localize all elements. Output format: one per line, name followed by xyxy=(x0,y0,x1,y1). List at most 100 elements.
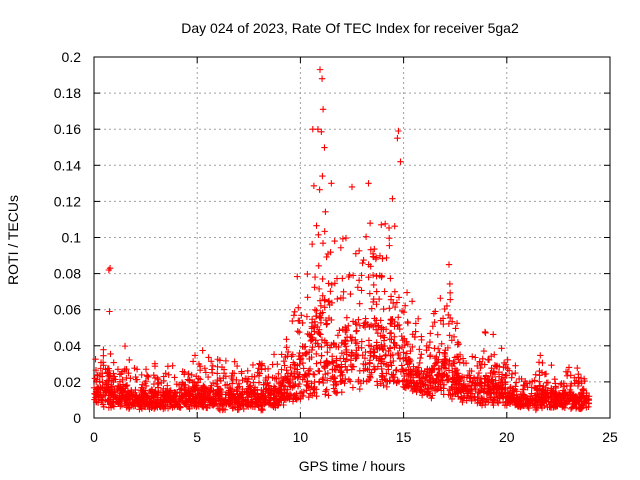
data-point xyxy=(320,379,327,387)
data-point xyxy=(215,388,223,395)
data-point xyxy=(150,380,158,388)
data-point xyxy=(249,361,257,369)
data-point xyxy=(207,358,215,365)
data-point xyxy=(490,380,497,387)
data-point xyxy=(325,298,332,305)
data-point xyxy=(525,404,532,412)
data-point xyxy=(342,358,349,365)
data-point xyxy=(177,404,184,411)
data-point xyxy=(273,399,281,407)
data-point xyxy=(438,374,446,382)
data-point xyxy=(323,253,330,261)
data-point xyxy=(525,399,533,406)
data-point xyxy=(256,370,264,377)
data-point xyxy=(381,288,388,295)
data-point xyxy=(477,364,484,372)
data-point xyxy=(204,373,212,381)
data-point xyxy=(368,305,375,312)
data-point xyxy=(222,382,229,389)
data-point xyxy=(323,357,330,365)
data-point xyxy=(217,377,225,384)
data-point xyxy=(356,385,363,393)
data-point xyxy=(119,376,126,383)
data-point xyxy=(482,329,489,337)
data-point xyxy=(270,394,277,402)
y-tick-label: 0.02 xyxy=(54,374,81,390)
data-point xyxy=(371,245,378,253)
data-point xyxy=(504,365,511,372)
data-point xyxy=(518,393,525,400)
data-point xyxy=(552,383,559,390)
data-point xyxy=(317,331,324,338)
data-point xyxy=(448,318,456,325)
data-point xyxy=(391,323,398,330)
data-point xyxy=(434,345,442,352)
data-point xyxy=(245,375,252,383)
data-point xyxy=(367,246,374,253)
data-point xyxy=(258,362,265,369)
data-point xyxy=(289,384,296,391)
data-point xyxy=(91,375,99,382)
data-point xyxy=(407,347,414,355)
data-point xyxy=(408,298,416,305)
data-point xyxy=(469,379,476,386)
data-point xyxy=(117,383,124,391)
data-point xyxy=(380,305,387,313)
data-point xyxy=(495,399,502,407)
data-point xyxy=(469,353,476,360)
data-point xyxy=(446,385,454,393)
data-point xyxy=(512,362,519,369)
data-point xyxy=(290,395,297,402)
data-point xyxy=(505,396,512,404)
data-point xyxy=(330,375,337,382)
data-point xyxy=(379,255,386,262)
data-point xyxy=(484,356,492,363)
data-point xyxy=(386,335,394,343)
data-point xyxy=(513,379,520,386)
data-point xyxy=(579,386,586,393)
data-point xyxy=(330,359,337,367)
data-point xyxy=(448,337,456,344)
data-point xyxy=(328,281,335,289)
data-point xyxy=(313,222,320,229)
data-point xyxy=(513,388,520,395)
data-point xyxy=(321,304,328,311)
data-point xyxy=(96,378,103,385)
data-point xyxy=(362,348,369,356)
data-point xyxy=(295,304,302,311)
data-point xyxy=(244,394,252,401)
data-point xyxy=(505,390,513,397)
data-point xyxy=(528,384,535,391)
data-point xyxy=(171,398,179,405)
data-point xyxy=(179,380,187,388)
data-point xyxy=(522,377,529,385)
data-point xyxy=(375,322,382,329)
data-point xyxy=(373,273,380,280)
data-point xyxy=(313,307,320,314)
data-point xyxy=(359,259,366,267)
data-point xyxy=(391,288,399,295)
data-point xyxy=(315,378,323,386)
data-point-outlier xyxy=(309,126,316,133)
data-point xyxy=(494,398,501,406)
data-point xyxy=(440,385,447,392)
data-point xyxy=(324,348,331,356)
data-point xyxy=(474,399,481,407)
data-point xyxy=(229,369,236,377)
y-tick-label: 0.1 xyxy=(62,230,82,246)
data-point xyxy=(281,362,288,369)
data-point xyxy=(405,358,413,366)
data-point xyxy=(543,379,550,387)
data-point xyxy=(504,356,511,364)
data-point xyxy=(583,404,590,411)
data-point xyxy=(327,288,334,295)
data-point xyxy=(426,353,434,360)
data-point xyxy=(395,314,402,321)
data-point xyxy=(456,359,464,366)
data-point xyxy=(328,358,336,366)
data-point xyxy=(370,253,377,261)
data-point xyxy=(379,332,387,339)
data-point xyxy=(299,319,306,327)
data-point xyxy=(562,400,569,408)
